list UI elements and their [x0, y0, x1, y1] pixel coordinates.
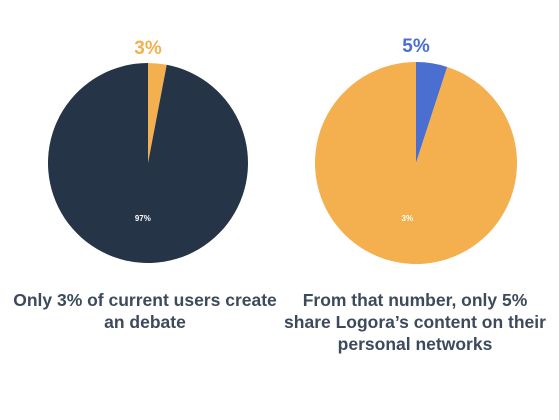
pie-chart-panel-1: 97% 3% Only 3% of current users create an…: [10, 0, 280, 420]
chart-caption-1: Only 3% of current users create an debat…: [13, 290, 277, 332]
top-percentage-label: 3%: [134, 38, 162, 59]
pie-chart-2: 3% 5%: [315, 36, 517, 265]
chart-caption-2: From that number, only 5% share Logora’s…: [284, 290, 546, 354]
slice-data-label: 97%: [135, 214, 151, 223]
pie-slice-2: [315, 61, 517, 265]
pie-slice-1: [148, 63, 167, 163]
top-percentage-label: 5%: [402, 36, 430, 57]
pie-slice-1: [416, 62, 448, 163]
pie-slice-2: [47, 63, 248, 263]
slice-data-label: 3%: [402, 214, 414, 223]
pie-chart-panel-2: 3% 5% From that number, only 5% share Log…: [280, 0, 550, 420]
pie-chart-1: 97% 3%: [47, 38, 248, 263]
